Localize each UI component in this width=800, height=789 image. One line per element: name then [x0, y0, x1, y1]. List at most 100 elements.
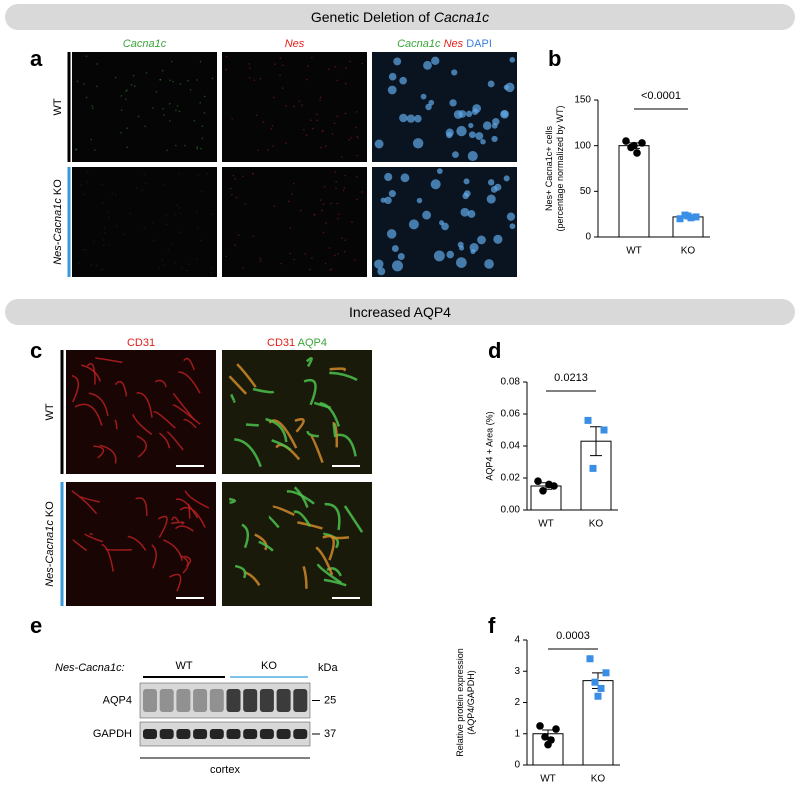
vessel: [229, 497, 237, 505]
vessel: [252, 387, 275, 394]
signal-dot: [238, 234, 240, 236]
signal-dot: [257, 149, 259, 152]
vessel: [99, 444, 117, 464]
signal-dot: [103, 231, 106, 234]
signal-dot: [253, 79, 256, 82]
data-point: [541, 733, 549, 741]
signal-dot: [187, 263, 190, 266]
kda-label: 37: [324, 728, 336, 740]
signal-dot: [187, 79, 189, 82]
signal-dot: [305, 78, 308, 81]
column-header-part: CD31: [267, 337, 298, 349]
section-header: Increased AQP4: [349, 304, 451, 320]
signal-dot: [203, 95, 206, 98]
signal-dot: [199, 60, 202, 63]
signal-dot: [176, 105, 179, 107]
signal-dot: [416, 197, 423, 204]
y-tick-label: 1: [514, 728, 520, 739]
column-header: CD31 AQP4: [267, 337, 327, 349]
vessel: [245, 423, 259, 427]
signal-dot: [125, 98, 127, 101]
micrograph: [72, 167, 217, 277]
signal-dot: [82, 248, 84, 251]
signal-dot: [100, 269, 103, 271]
signal-dot: [111, 192, 114, 195]
panel-label: b: [548, 46, 561, 71]
signal-dot: [141, 189, 143, 191]
signal-dot: [322, 203, 325, 205]
signal-dot: [199, 101, 201, 104]
row-label: Nes-Cacna1c KO: [44, 501, 56, 587]
data-point: [622, 137, 630, 145]
data-point: [692, 213, 700, 221]
band-label: GAPDH: [93, 728, 132, 740]
signal-dot: [356, 111, 358, 113]
signal-dot: [460, 207, 470, 217]
signal-dot: [480, 138, 486, 145]
blot-band: [193, 689, 208, 712]
signal-dot: [90, 263, 92, 266]
y-tick-label: 3: [514, 666, 520, 677]
signal-dot: [433, 250, 445, 262]
signal-dot: [341, 237, 343, 239]
signal-dot: [337, 213, 340, 216]
signal-dot: [251, 172, 254, 175]
data-point: [600, 426, 608, 434]
signal-dot: [211, 267, 213, 270]
signal-dot: [344, 82, 347, 85]
vessel: [234, 564, 247, 579]
signal-dot: [102, 239, 105, 241]
signal-dot: [96, 264, 98, 267]
signal-dot: [175, 144, 177, 147]
section-header-part: Genetic Deletion of: [311, 9, 434, 25]
vessel: [158, 432, 171, 449]
vessel: [71, 490, 98, 515]
column-header-part: DAPI: [466, 38, 492, 50]
signal-dot: [196, 227, 199, 229]
vessel: [135, 497, 148, 516]
signal-dot: [168, 102, 171, 105]
y-tick-label: 0.04: [501, 441, 521, 452]
micrograph: [66, 350, 216, 474]
signal-dot: [168, 120, 171, 122]
signal-dot: [210, 271, 212, 274]
signal-dot: [96, 85, 98, 88]
p-value: 0.0003: [556, 630, 590, 642]
signal-dot: [345, 67, 348, 69]
signal-dot: [354, 126, 357, 129]
signal-dot: [319, 99, 321, 102]
signal-dot: [281, 64, 284, 67]
signal-dot: [102, 201, 105, 204]
vessel: [319, 401, 341, 427]
signal-dot: [114, 76, 117, 79]
signal-dot: [130, 84, 133, 86]
signal-dot: [325, 145, 327, 148]
signal-dot: [323, 185, 326, 188]
signal-dot: [162, 264, 165, 266]
signal-dot: [399, 76, 407, 85]
signal-dot: [86, 181, 88, 183]
unit-label: kDa: [318, 662, 338, 674]
signal-dot: [356, 135, 358, 138]
signal-dot: [380, 197, 386, 203]
signal-dot: [344, 174, 346, 177]
blot-band: [159, 689, 174, 712]
signal-dot: [196, 258, 198, 260]
signal-dot: [163, 184, 166, 186]
signal-dot: [336, 217, 339, 220]
signal-dot: [116, 225, 118, 228]
y-tick-label: 0: [585, 232, 591, 243]
panel-label: a: [30, 46, 43, 71]
signal-dot: [178, 172, 180, 175]
signal-dot: [431, 56, 440, 66]
signal-dot: [439, 220, 445, 226]
signal-dot: [465, 110, 473, 117]
signal-dot: [171, 243, 173, 245]
signal-dot: [446, 132, 453, 139]
data-point: [684, 212, 692, 220]
vessel: [180, 555, 189, 574]
signal-dot: [126, 146, 129, 149]
signal-dot: [309, 268, 311, 271]
signal-dot: [388, 190, 396, 198]
p-value: <0.0001: [641, 90, 681, 102]
